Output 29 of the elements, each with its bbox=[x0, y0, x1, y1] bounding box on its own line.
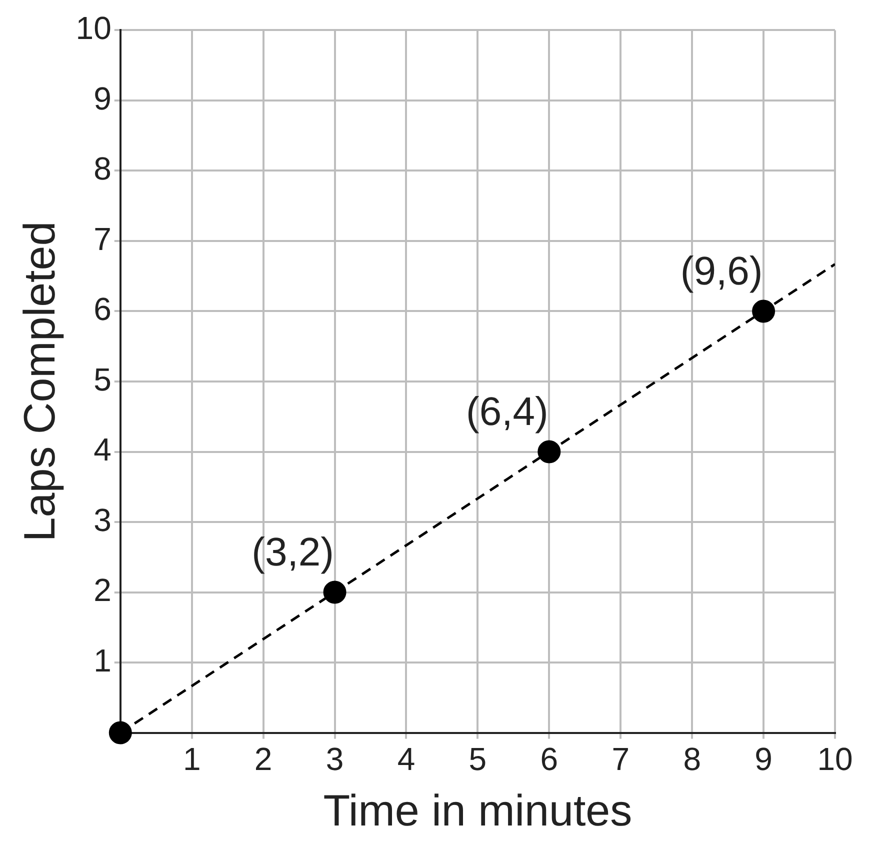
y-tick-label: 9 bbox=[94, 80, 112, 116]
point bbox=[752, 300, 776, 323]
x-tick-label: 5 bbox=[468, 740, 487, 777]
y-tick-label: 3 bbox=[94, 502, 112, 538]
y-tick-label: 6 bbox=[94, 291, 112, 328]
x-tick-label: 4 bbox=[397, 740, 416, 777]
annotation: (9,6) bbox=[680, 249, 763, 294]
x-tick-label: 10 bbox=[817, 740, 853, 777]
x-tick-label: 9 bbox=[754, 740, 772, 777]
x-tick-label: 8 bbox=[683, 740, 701, 777]
y-tick-label: 5 bbox=[94, 361, 112, 398]
x-tick-label: 1 bbox=[182, 740, 201, 777]
x-tick-label: 2 bbox=[254, 740, 272, 777]
y-tick-label: 2 bbox=[94, 572, 112, 608]
point bbox=[323, 580, 346, 604]
x-axis-title: Time in minutes bbox=[323, 786, 632, 836]
x-tick-label: 6 bbox=[540, 740, 558, 777]
y-tick-label: 8 bbox=[94, 150, 112, 187]
point bbox=[538, 440, 561, 464]
y-tick-label: 10 bbox=[76, 10, 112, 46]
y-tick-label: 4 bbox=[94, 432, 112, 468]
annotation: (6,4) bbox=[466, 390, 548, 434]
annotation: (3,2) bbox=[252, 530, 334, 574]
x-tick-label: 7 bbox=[612, 740, 630, 777]
y-tick-label: 7 bbox=[94, 220, 112, 257]
y-tick-label: 1 bbox=[94, 642, 112, 678]
y-axis-title: Laps Completed bbox=[16, 221, 65, 542]
point bbox=[108, 721, 132, 744]
x-tick-label: 3 bbox=[326, 740, 344, 777]
